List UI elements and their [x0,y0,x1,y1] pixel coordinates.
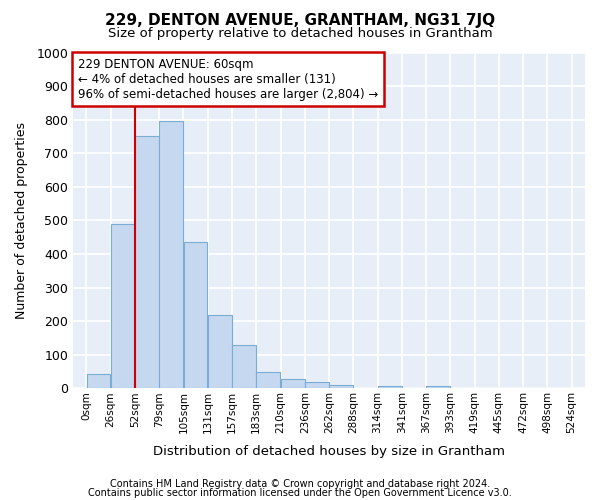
Text: Size of property relative to detached houses in Grantham: Size of property relative to detached ho… [107,28,493,40]
Y-axis label: Number of detached properties: Number of detached properties [15,122,28,319]
Bar [329,385,353,388]
Text: Contains HM Land Registry data © Crown copyright and database right 2024.: Contains HM Land Registry data © Crown c… [110,479,490,489]
Bar [208,314,232,388]
Bar [281,379,305,388]
Bar [160,122,183,388]
Text: Contains public sector information licensed under the Open Government Licence v3: Contains public sector information licen… [88,488,512,498]
Bar [86,374,110,388]
Bar [427,386,450,388]
Bar [256,372,280,388]
Text: 229 DENTON AVENUE: 60sqm
← 4% of detached houses are smaller (131)
96% of semi-d: 229 DENTON AVENUE: 60sqm ← 4% of detache… [78,58,379,100]
Bar [184,242,208,388]
Text: 229, DENTON AVENUE, GRANTHAM, NG31 7JQ: 229, DENTON AVENUE, GRANTHAM, NG31 7JQ [105,12,495,28]
Bar [378,386,401,388]
Bar [232,346,256,389]
X-axis label: Distribution of detached houses by size in Grantham: Distribution of detached houses by size … [153,444,505,458]
Bar [135,136,159,388]
Bar [111,224,134,388]
Bar [305,382,329,388]
